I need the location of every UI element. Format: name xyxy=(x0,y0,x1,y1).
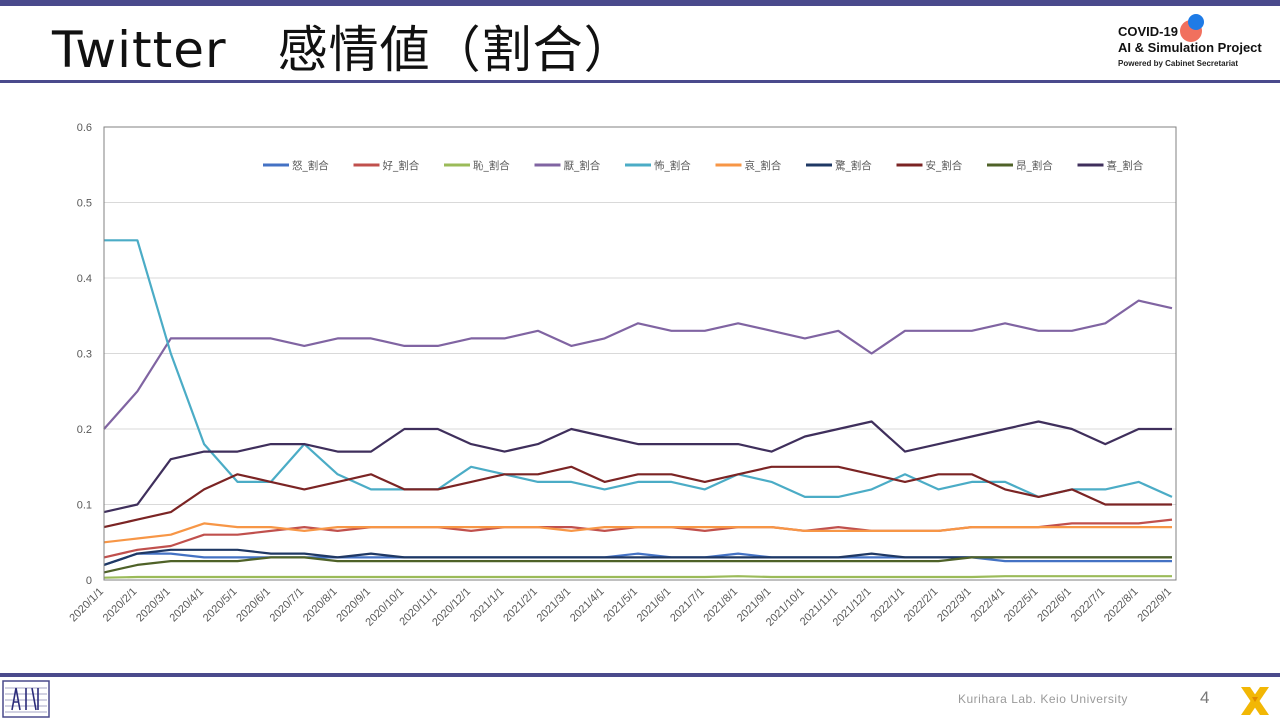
x-tick-label: 2022/9/1 xyxy=(1135,586,1174,625)
series-line-4 xyxy=(104,239,1173,498)
series-lines xyxy=(103,239,1173,579)
legend-label: 怖_割合 xyxy=(654,159,691,172)
legend-label: 昂_割合 xyxy=(1016,159,1053,172)
x-tick-label: 2022/3/1 xyxy=(935,586,974,625)
x-logo-icon xyxy=(1241,687,1269,715)
x-tick-label: 2022/2/1 xyxy=(902,586,941,625)
logo-line2: AI & Simulation Project xyxy=(1118,40,1262,55)
x-tick-label: 2021/6/1 xyxy=(635,586,674,625)
y-tick-labels: 0 0.1 0.2 0.3 0.4 0.5 0.6 xyxy=(77,122,92,587)
project-logo: COVID-19 AI & Simulation Project Powered… xyxy=(1118,14,1278,74)
y-tick-label: 0.1 xyxy=(77,500,92,512)
slide-title: Twitter 感情値（割合） xyxy=(52,21,635,79)
x-tick-label: 2021/1/1 xyxy=(468,586,507,625)
legend-label: 怒_割合 xyxy=(292,159,329,172)
x-tick-label: 2020/2/1 xyxy=(101,586,140,625)
series-line-9 xyxy=(103,420,1172,514)
x-tick-label: 2022/8/1 xyxy=(1102,586,1141,625)
lab-logo-icon xyxy=(2,680,50,718)
legend-label: 厭_割合 xyxy=(564,159,601,172)
title-divider xyxy=(0,80,1280,83)
x-tick-label: 2021/5/1 xyxy=(601,586,640,625)
x-tick-label: 2021/4/1 xyxy=(568,586,607,625)
legend-label: 喜_割合 xyxy=(1107,159,1144,172)
x-tick-label: 2021/2/1 xyxy=(501,586,540,625)
x-tick-label: 2020/8/1 xyxy=(301,586,340,625)
footer-divider xyxy=(0,673,1280,677)
series-line-5 xyxy=(103,522,1172,544)
x-tick-label: 2022/5/1 xyxy=(1002,586,1041,625)
line-chart: 00.10.20.30.40.50.6 2020/1/12020/2/12020… xyxy=(67,122,1177,629)
grid-lines xyxy=(104,126,1176,505)
x-tick-label: 2020/1/1 xyxy=(67,586,106,625)
x-tick-label: 2022/7/1 xyxy=(1069,586,1108,625)
x-tick-label: 2021/7/1 xyxy=(668,586,707,625)
x-tick-label: 2020/3/1 xyxy=(134,586,173,625)
y-tick-label: 0.2 xyxy=(77,424,92,436)
legend-label: 恥_割合 xyxy=(473,159,510,172)
y-tick-label: 0 xyxy=(86,575,92,587)
footer-credit: Kurihara Lab. Keio University xyxy=(958,692,1128,706)
x-tick-label: 2022/6/1 xyxy=(1035,586,1074,625)
legend-label: 驚_割合 xyxy=(835,159,872,172)
logo-line3: Powered by Cabinet Secretariat xyxy=(1118,59,1239,68)
x-tick-label: 2022/1/1 xyxy=(868,586,907,625)
x-tick-label: 2020/4/1 xyxy=(167,586,206,625)
plot-frame xyxy=(103,126,1177,581)
x-tick-label: 2021/3/1 xyxy=(535,586,574,625)
logo-blue-dot xyxy=(1188,14,1204,30)
top-accent-bar xyxy=(0,0,1280,6)
x-tick-labels: 2020/1/12020/2/12020/3/12020/4/12020/5/1… xyxy=(67,586,1174,629)
series-line-1 xyxy=(103,518,1173,559)
x-tick-label: 2020/5/1 xyxy=(201,586,240,625)
x-tick-label: 2022/4/1 xyxy=(968,586,1007,625)
series-line-8 xyxy=(103,556,1172,574)
legend-label: 好_割合 xyxy=(383,159,420,172)
series-line-3 xyxy=(103,299,1173,430)
y-tick-label: 0.3 xyxy=(77,349,92,361)
x-tick-label: 2021/8/1 xyxy=(701,586,740,625)
x-tick-label: 2020/7/1 xyxy=(268,586,307,625)
x-tick-label: 2020/6/1 xyxy=(234,586,273,625)
legend: 怒_割合 好_割合 恥_割合 厭_割合 怖_割合 哀_割合 驚_割合 安_割合 昂_割合 喜_割合 xyxy=(263,159,1144,172)
legend-label: 安_割合 xyxy=(926,159,963,172)
page-number: 4 xyxy=(1200,688,1210,707)
y-tick-label: 0.4 xyxy=(77,273,92,285)
legend-label: 哀_割合 xyxy=(745,159,782,172)
logo-line1: COVID-19 xyxy=(1118,24,1178,39)
series-line-0 xyxy=(103,552,1172,566)
y-tick-label: 0.6 xyxy=(77,122,92,134)
series-line-2 xyxy=(103,575,1172,579)
y-tick-label: 0.5 xyxy=(77,198,92,210)
series-line-7 xyxy=(103,465,1172,529)
